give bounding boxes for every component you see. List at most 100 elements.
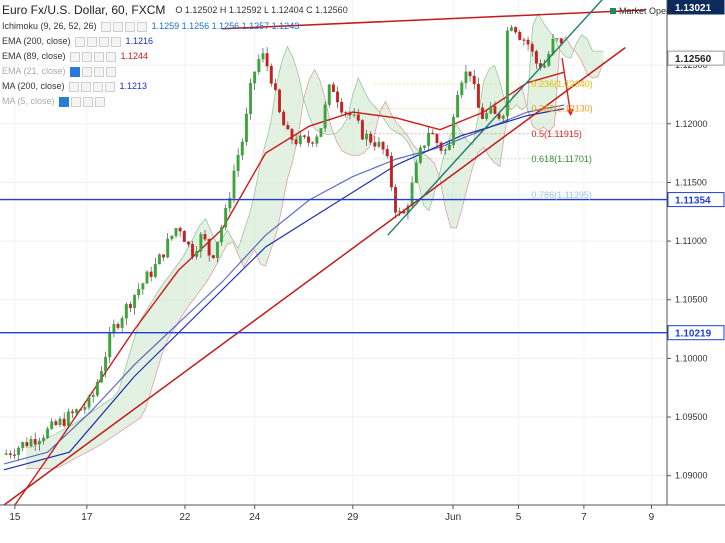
candle-body (162, 254, 166, 258)
candle-body (79, 409, 83, 411)
candle-body (381, 141, 385, 150)
fib-label: 0.618(1.11701) (532, 154, 592, 164)
candle-body (481, 107, 484, 119)
indicator-row[interactable]: EMA (200, close) 1.1216 (2, 34, 348, 49)
candle-body (423, 145, 426, 148)
close-icon[interactable] (104, 81, 115, 92)
candle-body (104, 356, 108, 372)
close-icon[interactable] (110, 36, 121, 47)
candle-body (443, 149, 447, 151)
indicator-row[interactable]: MA (200, close) 1.1213 (2, 79, 348, 94)
candle-body (13, 454, 16, 456)
candle-body (186, 241, 190, 245)
candle-body (555, 38, 559, 40)
indicator-label: EMA (89, close) (2, 51, 66, 61)
eye-icon[interactable] (100, 21, 111, 32)
close-icon[interactable] (136, 21, 147, 32)
settings-icon[interactable] (70, 96, 81, 107)
indicator-row[interactable]: Ichimoku (9, 26, 52, 26) 1.1259 1.1256 1.… (2, 19, 348, 34)
indicator-value: 1.1259 1.1256 1.1256 1.1257 1.1243 (151, 21, 300, 31)
settings-icon[interactable] (112, 21, 123, 32)
market-status-icon (610, 8, 616, 14)
candle-body (228, 198, 232, 209)
eye-icon[interactable] (69, 51, 80, 62)
time-axis-bg (0, 505, 725, 543)
candle-body (29, 439, 33, 447)
candle-body (91, 395, 95, 397)
market-status: Market Open (610, 6, 671, 16)
candle-body (42, 437, 45, 442)
trendline-resistance (221, 9, 645, 30)
settings-icon[interactable] (86, 36, 97, 47)
x-tick-label: 29 (347, 512, 359, 523)
close-icon[interactable] (105, 66, 116, 77)
price-tags: 1.13021 1.12560 1.11354 1.10219 (667, 0, 725, 341)
symbol-title[interactable]: Euro Fx/U.S. Dollar, 60, FXCM (2, 3, 166, 17)
settings-icon[interactable] (80, 81, 91, 92)
candle-body (249, 83, 253, 115)
indicator-row[interactable]: EMA (89, close) 1.1244 (2, 49, 348, 64)
source-icon[interactable] (82, 96, 93, 107)
candle-body (203, 234, 207, 240)
candle-body (464, 71, 468, 83)
candle-body (559, 38, 563, 44)
chart-legend: Euro Fx/U.S. Dollar, 60, FXCM O 1.12502 … (2, 2, 348, 109)
close-icon[interactable] (105, 51, 116, 62)
candle-body (456, 94, 460, 118)
candle-body (489, 106, 493, 114)
candle-body (435, 133, 439, 144)
candle-body (137, 289, 141, 296)
source-icon[interactable] (98, 36, 109, 47)
candle-body (439, 142, 443, 151)
candle-body (265, 53, 269, 67)
source-icon[interactable] (93, 66, 104, 77)
source-icon[interactable] (124, 21, 135, 32)
candle-body (166, 238, 170, 258)
indicator-row[interactable]: EMA (21, close) (2, 64, 348, 79)
candle-body (294, 139, 298, 145)
candle-body (344, 112, 348, 114)
candle-body (253, 71, 257, 84)
candle-body (191, 244, 195, 257)
close-icon[interactable] (94, 96, 105, 107)
candle-body (112, 324, 116, 334)
eye-icon[interactable] (58, 96, 69, 107)
candle-body (207, 239, 211, 256)
candle-body (120, 318, 124, 328)
source-icon[interactable] (93, 51, 104, 62)
y-tick-label: 1.11500 (675, 177, 707, 187)
candle-body (220, 227, 224, 243)
candle-body (319, 128, 323, 137)
eye-icon[interactable] (74, 36, 85, 47)
candle-body (66, 411, 70, 427)
y-tick-label: 1.10500 (675, 295, 708, 305)
candle-body (410, 182, 414, 206)
drawings[interactable] (0, 0, 667, 506)
candle-body (8, 453, 12, 455)
market-status-label: Market Open (619, 6, 672, 16)
candle-body (62, 418, 66, 427)
fib-label: 0.236(1.12340) (532, 79, 593, 89)
candle-body (50, 421, 54, 429)
candle-body (493, 106, 497, 114)
y-tick-label: 1.12000 (675, 119, 708, 129)
price-tag-label: 1.13021 (675, 3, 712, 14)
candle-body (352, 114, 356, 116)
settings-icon[interactable] (81, 51, 92, 62)
indicator-value: 1.1244 (120, 51, 149, 61)
indicator-row[interactable]: MA (5, close) (2, 94, 348, 109)
fib-label: 0.5(1.11915) (532, 129, 582, 139)
candle-body (75, 409, 79, 414)
candle-body (21, 442, 25, 449)
eye-icon[interactable] (68, 81, 79, 92)
candle-body (302, 135, 306, 137)
candle-body (224, 207, 228, 228)
ema200-line (3, 104, 565, 465)
eye-icon[interactable] (69, 66, 80, 77)
source-icon[interactable] (92, 81, 103, 92)
candle-body (522, 39, 526, 41)
candle-body (128, 304, 132, 309)
candle-body (389, 155, 393, 188)
settings-icon[interactable] (81, 66, 92, 77)
